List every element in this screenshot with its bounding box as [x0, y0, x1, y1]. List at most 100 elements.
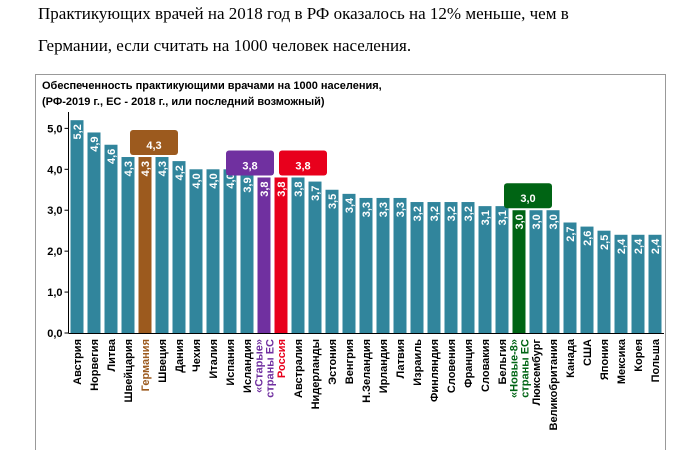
value-label: 3,7 — [310, 186, 322, 201]
value-label: 2,4 — [633, 238, 645, 254]
bar — [393, 197, 407, 333]
value-label: 3,2 — [463, 206, 475, 221]
x-tick-label: Норвегия — [89, 339, 101, 391]
x-tick-label-line: Люксембург — [531, 339, 543, 406]
x-tick-label-line: Испания — [225, 339, 237, 386]
x-tick-label: Словакия — [480, 339, 492, 392]
x-tick-label: Люксембург — [531, 339, 543, 406]
x-tick-label-line: Великобритания — [548, 339, 560, 431]
x-tick-label-line: страны ЕС — [265, 339, 277, 398]
value-label: 3,8 — [259, 181, 271, 196]
x-tick-label: Швеция — [157, 339, 169, 383]
bar — [87, 132, 101, 333]
bar — [291, 177, 305, 333]
x-tick-label: «Старые»страны ЕС — [254, 339, 277, 398]
callout-box — [504, 183, 552, 209]
bar — [631, 234, 645, 333]
value-label: 3,2 — [412, 206, 424, 221]
callout-box — [130, 130, 178, 156]
x-tick-label-line: Франция — [463, 339, 475, 388]
x-tick-label-line: Словения — [446, 339, 458, 393]
x-tick-label-line: Италия — [208, 339, 220, 379]
bar — [529, 210, 543, 333]
x-tick-label: США — [582, 339, 594, 366]
bar — [104, 144, 118, 333]
x-tick-label-line: «Новые-8» — [509, 339, 521, 398]
bar — [614, 234, 628, 333]
bar — [206, 169, 220, 333]
value-label: 4,0 — [208, 173, 220, 188]
y-tick-label: 2,0 — [47, 246, 62, 258]
x-tick-label-line: Исландия — [242, 339, 254, 393]
x-tick-label: Словения — [446, 339, 458, 393]
value-label: 4,3 — [157, 161, 169, 176]
value-label: 4,3 — [140, 161, 152, 176]
callout-label: 3,0 — [520, 193, 535, 205]
value-label: 3,5 — [327, 194, 339, 209]
x-tick-label-line: Финляндия — [429, 339, 441, 402]
bar — [410, 202, 424, 333]
bar — [325, 189, 339, 333]
bar — [495, 206, 509, 333]
bar — [648, 234, 662, 333]
value-label: 3,2 — [429, 206, 441, 221]
bar — [155, 157, 169, 333]
x-tick-label-line: Нидерланды — [310, 339, 322, 409]
value-label: 4,6 — [106, 149, 118, 164]
x-tick-label-line: Швеция — [157, 339, 169, 383]
x-tick-label-line: Германия — [140, 339, 152, 391]
bar — [274, 177, 288, 333]
value-label: 3,3 — [361, 202, 373, 217]
y-tick-label: 0,0 — [47, 328, 62, 340]
bar — [342, 193, 356, 333]
intro-line: Практикующих врачей на 2018 год в РФ ока… — [38, 4, 569, 23]
x-tick-label-line: Австрия — [72, 339, 84, 385]
x-tick-label: Корея — [633, 339, 645, 372]
value-label: 3,8 — [276, 181, 288, 196]
x-tick-label: Великобритания — [548, 339, 560, 431]
bar — [427, 202, 441, 333]
x-tick-label-line: Норвегия — [89, 339, 101, 391]
value-label: 4,0 — [225, 173, 237, 188]
x-tick-label: «Новые-8»страны ЕС — [509, 339, 532, 398]
x-tick-label-line: Канада — [565, 338, 577, 378]
bar — [189, 169, 203, 333]
x-tick-label: Россия — [276, 339, 288, 378]
x-tick-label-line: Израиль — [412, 339, 424, 386]
x-tick-label-line: Россия — [276, 339, 288, 378]
x-tick-label-line: страны ЕС — [520, 339, 532, 398]
callout-box — [226, 150, 274, 176]
bar — [359, 197, 373, 333]
x-tick-label: Ирландия — [378, 339, 390, 393]
x-tick-label-line: Эстония — [327, 339, 339, 385]
value-label: 2,4 — [616, 238, 628, 254]
x-tick-label-line: Корея — [633, 339, 645, 372]
callout-label: 4,3 — [146, 140, 161, 152]
x-tick-label: Н.Зеландия — [361, 339, 373, 403]
value-label: 4,2 — [174, 165, 186, 180]
value-label: 4,9 — [89, 136, 101, 151]
x-tick-label-line: Латвия — [395, 339, 407, 378]
x-tick-label: Япония — [599, 339, 611, 380]
x-tick-label: Германия — [140, 339, 152, 391]
x-tick-label-line: Ирландия — [378, 339, 390, 393]
bar — [121, 157, 135, 333]
x-tick-label: Швейцария — [123, 339, 135, 402]
bar — [138, 157, 152, 333]
callout-label: 3,8 — [242, 160, 257, 172]
bar — [444, 202, 458, 333]
x-tick-label: Бельгия — [497, 339, 509, 385]
bar — [70, 120, 84, 334]
y-tick-label: 5,0 — [47, 123, 62, 135]
x-tick-label: Чехия — [191, 339, 203, 372]
x-tick-label: Польша — [650, 338, 662, 382]
bar — [512, 210, 526, 333]
y-tick-label: 3,0 — [47, 205, 62, 217]
x-tick-label-line: Австралия — [293, 339, 305, 398]
bar — [240, 173, 254, 333]
value-label: 4,3 — [123, 161, 135, 176]
callout-label: 3,8 — [295, 160, 310, 172]
x-tick-label-line: Литва — [106, 338, 118, 371]
bar — [376, 197, 390, 333]
